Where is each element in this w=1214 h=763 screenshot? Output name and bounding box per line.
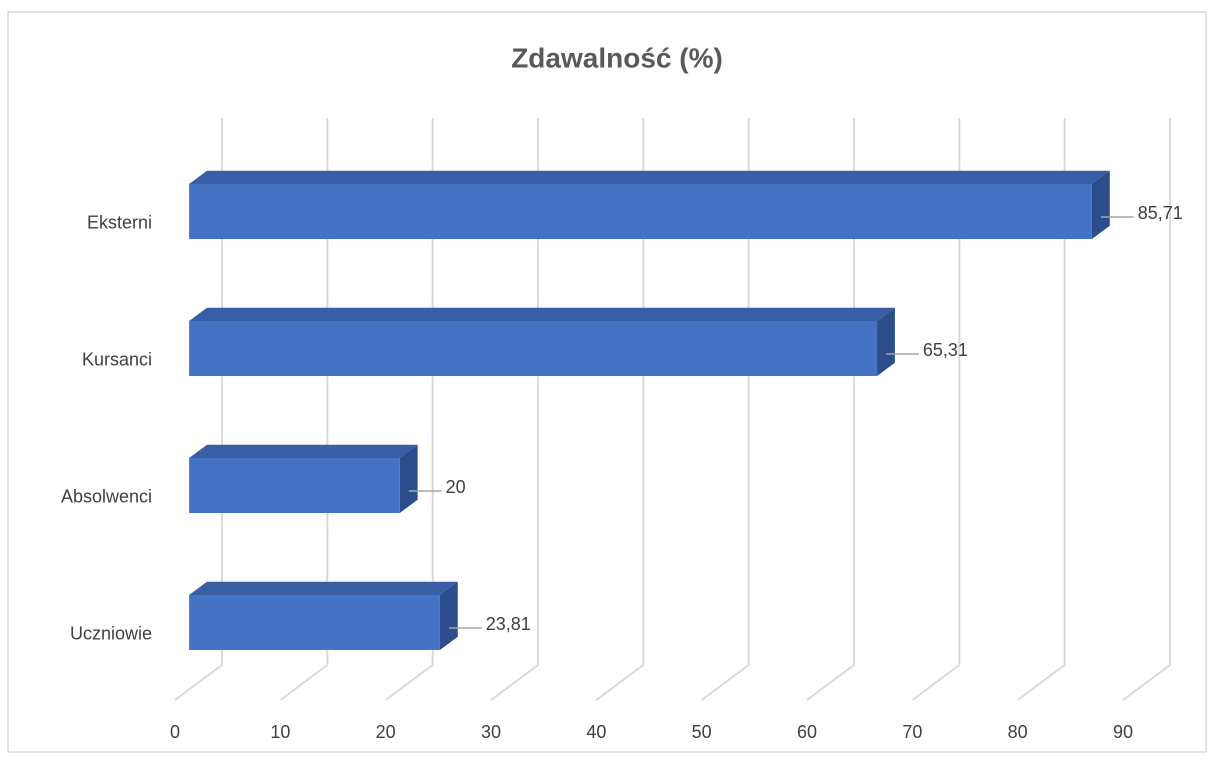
grid-line xyxy=(911,118,961,701)
x-tick-label: 20 xyxy=(376,722,396,742)
x-tick-label: 0 xyxy=(170,722,180,742)
y-tick-label: Uczniowie xyxy=(70,623,152,643)
data-label: 23,81 xyxy=(486,614,531,634)
bar-top xyxy=(189,307,895,321)
grid-line xyxy=(174,118,223,701)
y-tick-label: Kursanci xyxy=(82,349,152,369)
chart-title: Zdawalność (%) xyxy=(511,42,723,73)
x-tick-label: 80 xyxy=(1008,722,1028,742)
grid-line xyxy=(490,118,539,701)
x-tick-label: 90 xyxy=(1113,722,1133,742)
grid-line xyxy=(279,118,329,701)
grid-line xyxy=(701,118,750,701)
bar-side xyxy=(1091,170,1110,239)
bar xyxy=(189,444,418,513)
grid-line xyxy=(1017,118,1066,701)
chart-border xyxy=(7,11,1207,753)
bar-side xyxy=(439,581,458,650)
grid-line xyxy=(595,118,645,701)
grid-line xyxy=(385,118,434,701)
x-tick-label: 10 xyxy=(270,722,290,742)
bar-front xyxy=(189,458,400,513)
x-tick-label: 70 xyxy=(902,722,922,742)
data-label: 20 xyxy=(446,477,466,497)
data-label: 65,31 xyxy=(923,340,968,360)
bar-front xyxy=(189,595,440,650)
x-tick-label: 50 xyxy=(692,722,712,742)
y-tick-label: Eksterni xyxy=(87,212,152,232)
grid-line xyxy=(1122,118,1171,701)
bar-top xyxy=(189,444,418,458)
bar xyxy=(189,170,1110,239)
x-tick-label: 60 xyxy=(797,722,817,742)
data-label: 85,71 xyxy=(1138,203,1183,223)
bar-front xyxy=(189,321,878,376)
x-tick-label: 40 xyxy=(586,722,606,742)
bar-side xyxy=(399,444,418,513)
bar xyxy=(189,581,458,650)
x-tick-label: 30 xyxy=(481,722,501,742)
bar xyxy=(189,307,895,376)
y-tick-label: Absolwenci xyxy=(61,486,152,506)
bar-top xyxy=(189,170,1110,184)
grid-line xyxy=(806,118,855,701)
bar-side xyxy=(877,307,895,376)
bar-top xyxy=(189,581,458,595)
bar-front xyxy=(189,184,1092,239)
